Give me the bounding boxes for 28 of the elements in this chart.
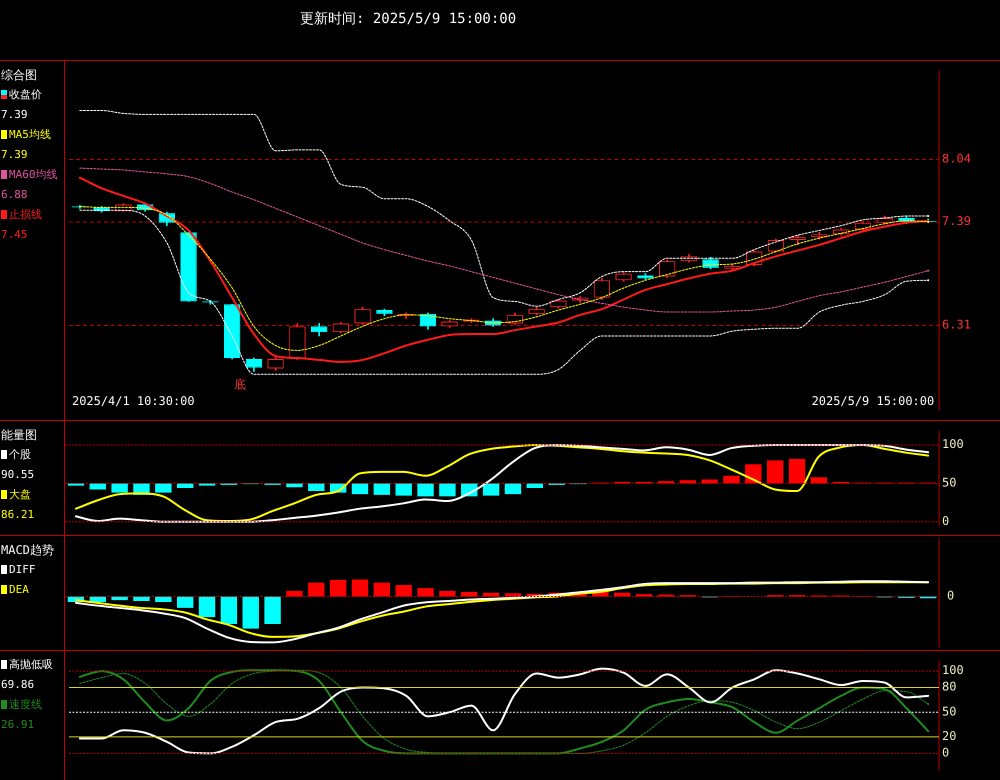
legend-label: 个股 90.55 — [1, 447, 36, 483]
legend-label: 大盘 86.21 — [1, 487, 36, 523]
annotation: 底 — [234, 378, 246, 392]
chart-subtitle: 能量图 — [1, 427, 38, 444]
y-tick-label: 100 — [942, 437, 964, 452]
legend-label: DEA — [8, 582, 30, 598]
legend-label: MA60均线 6.88 — [1, 167, 58, 203]
chart-title: 更新时间: 2025/5/9 15:00:00 — [300, 10, 516, 28]
legend-label: 高抛低吸 69.86 — [1, 657, 54, 693]
y-tick-label: 0 — [942, 514, 950, 528]
annotation: 2025/4/1 10:30:00 — [72, 394, 195, 408]
y-tick-label: 7.39 — [942, 214, 971, 228]
legend-label: 止损线 7.45 — [1, 207, 43, 243]
legend-label: DIFF — [8, 562, 36, 578]
y-tick-label: 100 — [942, 663, 964, 678]
y-tick-label: 0 — [942, 745, 950, 760]
legend-label: 速度线 26.91 — [1, 697, 43, 733]
chart-subtitle: 综合图 — [1, 67, 38, 84]
chart-subtitle: MACD趋势 — [1, 542, 55, 559]
y-tick-label: 50 — [942, 475, 956, 490]
y-tick-label: 8.04 — [942, 152, 971, 166]
y-tick-label: 6.31 — [942, 318, 971, 332]
y-tick-label: 80 — [942, 680, 956, 694]
y-tick-label: 20 — [942, 729, 956, 744]
y-tick-label: 50 — [942, 704, 956, 718]
legend-label: MA5均线 7.39 — [1, 127, 52, 163]
annotation: 2025/5/9 15:00:00 — [812, 394, 934, 408]
legend-label: 收盘价 7.39 — [1, 87, 43, 123]
